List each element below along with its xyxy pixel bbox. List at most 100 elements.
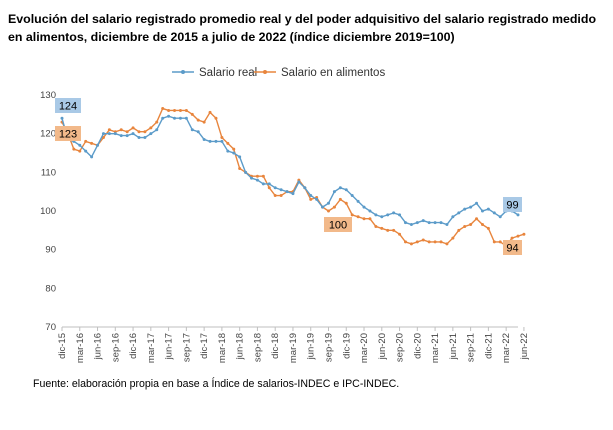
data-label-box: 124 — [55, 98, 81, 113]
salario-real-point — [338, 186, 342, 190]
salario-real-point — [303, 186, 307, 190]
salario-alimentos-point — [368, 217, 372, 221]
salario-alimentos-point — [255, 174, 259, 178]
salario-real-point — [226, 149, 230, 153]
salario-real-point — [119, 134, 123, 138]
salario-real-point — [380, 215, 384, 219]
salario-alimentos-point — [125, 130, 129, 134]
x-tick-label: mar-18 — [217, 333, 228, 363]
salario-alimentos-point — [78, 149, 82, 153]
salario-alimentos-point — [350, 213, 354, 217]
salario-real-point — [321, 205, 325, 209]
salario-real-point — [131, 132, 135, 136]
salario-alimentos-point — [398, 232, 402, 236]
salario-real-point — [107, 132, 111, 136]
salario-real-point — [101, 132, 105, 136]
salario-real-point — [267, 182, 271, 186]
salario-alimentos-point — [380, 226, 384, 230]
salario-alimentos-point — [498, 240, 502, 244]
series-layer — [60, 107, 526, 248]
salario-alimentos-point — [409, 242, 413, 246]
x-tick-label: sep-21 — [466, 333, 477, 362]
salario-alimentos-point — [178, 108, 182, 112]
salario-real-point — [350, 194, 354, 198]
salario-alimentos-point — [208, 110, 212, 114]
salario-real-point — [492, 211, 496, 215]
salario-real-point — [498, 215, 502, 219]
salario-alimentos-point — [427, 240, 431, 244]
salario-real-point — [480, 209, 484, 213]
x-axis: dic-15 mar-16 jun-16 sep-16 dic-16 mar-17 jun-… — [57, 326, 530, 363]
x-tick-label: dic-17 — [199, 333, 210, 359]
salario-alimentos-point — [202, 120, 206, 124]
x-tick-label: jun-20 — [377, 333, 388, 360]
y-tick-label: 110 — [41, 167, 56, 178]
salario-real-point — [516, 213, 520, 217]
salario-real-point — [427, 221, 431, 225]
x-tick-label: jun-16 — [93, 333, 104, 360]
salario-real-point — [244, 170, 248, 174]
salario-alimentos-point — [143, 130, 147, 134]
source-note: Fuente: elaboración propia en base a Índ… — [33, 378, 400, 390]
salario-real-point — [232, 151, 236, 155]
salario-real-point — [125, 134, 129, 138]
salario-alimentos-point — [131, 126, 135, 130]
salario-alimentos-point — [392, 228, 396, 232]
salario-real-point — [173, 116, 177, 120]
salario-real-point — [220, 139, 224, 143]
salario-real-point — [415, 221, 419, 225]
salario-real-point — [60, 116, 64, 120]
x-tick-label: dic-18 — [270, 333, 281, 359]
salario-alimentos-point — [374, 224, 378, 228]
salario-alimentos-point — [119, 128, 123, 132]
salario-real-point — [409, 223, 413, 227]
salario-real-point — [398, 213, 402, 217]
salario-alimentos-point — [190, 112, 194, 116]
salario-real-point — [96, 143, 100, 147]
x-tick-label: sep-18 — [252, 333, 263, 362]
salario-alimentos-point — [267, 186, 271, 190]
y-tick-label: 90 — [45, 245, 56, 256]
salario-alimentos-point — [273, 194, 277, 198]
salario-alimentos-point — [433, 240, 437, 244]
salario-alimentos-point — [469, 223, 473, 227]
salario-alimentos-point — [463, 224, 467, 228]
y-axis: 70 80 90 100 110 120 130 — [40, 90, 56, 333]
salario-real-point — [84, 149, 88, 153]
salario-real-point — [155, 128, 159, 132]
x-tick-label: sep-20 — [395, 333, 406, 362]
x-tick-label: sep-19 — [323, 333, 334, 362]
salario-real-point — [315, 197, 319, 201]
salario-alimentos-point — [332, 205, 336, 209]
x-tick-label: mar-20 — [359, 333, 370, 363]
x-tick-label: jun-22 — [519, 333, 530, 360]
salario-real-point — [463, 207, 467, 211]
salario-alimentos-point — [510, 236, 514, 240]
salario-real-point — [90, 155, 94, 159]
salario-alimentos-point — [137, 130, 141, 134]
salario-real-point — [273, 186, 277, 190]
salario-real-point — [457, 211, 461, 215]
salario-alimentos-point — [226, 141, 230, 145]
salario-real-point — [439, 221, 443, 225]
data-label-box: 123 — [55, 126, 81, 141]
salario-real-point — [297, 180, 301, 184]
salario-real-point — [362, 205, 366, 209]
data-label-box: 100 — [324, 217, 352, 232]
y-tick-label: 120 — [40, 129, 56, 140]
x-tick-label: dic-16 — [128, 333, 139, 359]
data-label-background — [324, 217, 352, 232]
x-tick-label: mar-21 — [430, 333, 441, 363]
salario-real-point — [214, 139, 218, 143]
salario-real-point — [161, 116, 165, 120]
salario-alimentos-point — [309, 197, 313, 201]
salario-alimentos-point — [356, 215, 360, 219]
salario-alimentos-point — [261, 174, 265, 178]
salario-alimentos-point — [451, 236, 455, 240]
salario-alimentos-point — [238, 166, 242, 170]
salario-alimentos-point — [161, 107, 165, 111]
salario-alimentos-point — [362, 217, 366, 221]
y-tick-label: 70 — [45, 322, 56, 333]
salario-alimentos-point — [155, 120, 159, 124]
